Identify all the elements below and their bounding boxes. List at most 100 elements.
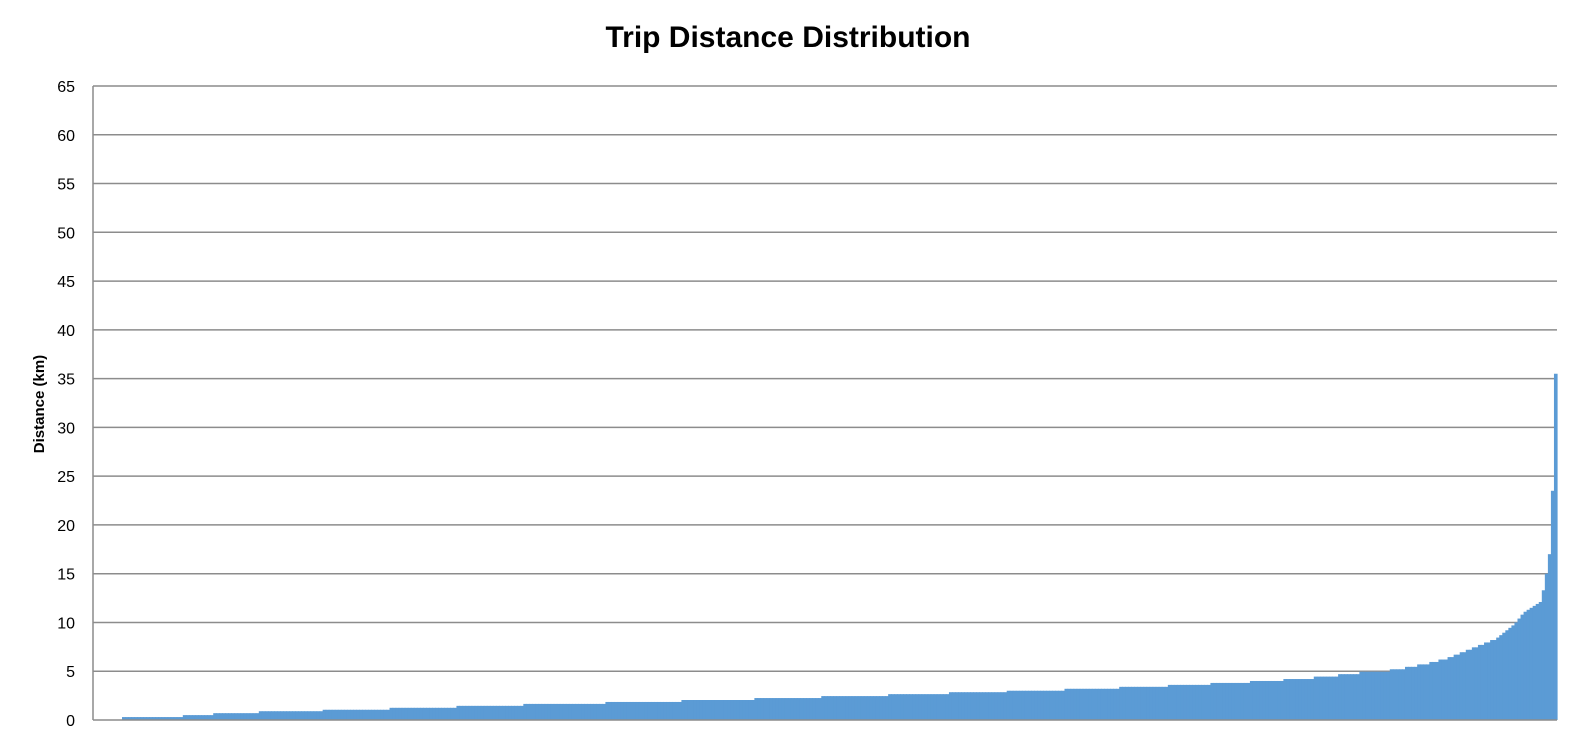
bar [401, 707, 406, 720]
bar [468, 705, 473, 720]
bar [1520, 614, 1525, 720]
bar [1219, 682, 1224, 720]
bar [687, 700, 692, 720]
bar [489, 705, 494, 720]
bar [1350, 674, 1354, 720]
bar [1216, 682, 1221, 720]
bar [1325, 676, 1330, 720]
bar [1222, 682, 1227, 720]
bar [1532, 605, 1537, 720]
bar [1018, 690, 1023, 720]
bar [316, 711, 321, 720]
bar [1234, 682, 1239, 720]
bar [1368, 671, 1373, 720]
bar [1076, 688, 1081, 720]
bar [523, 703, 527, 720]
bar [842, 696, 847, 720]
bar [778, 698, 783, 720]
bar [1307, 679, 1312, 720]
bar [647, 701, 652, 720]
bar [520, 705, 524, 720]
bar [486, 705, 491, 720]
bar [1046, 690, 1050, 720]
bar [1161, 686, 1166, 720]
bar [1128, 686, 1132, 720]
bar [1496, 637, 1500, 720]
bar [806, 698, 810, 720]
bar [854, 696, 859, 720]
bar [1365, 671, 1370, 720]
bar [1268, 680, 1272, 720]
bar [395, 707, 400, 720]
bar [416, 707, 421, 720]
bar [1286, 679, 1291, 720]
bar [547, 703, 552, 720]
bar [1091, 688, 1096, 720]
bar [1480, 644, 1485, 720]
bar [407, 707, 412, 720]
y-tick-label: 15 [57, 567, 75, 584]
bar [973, 692, 977, 720]
bar [796, 698, 801, 720]
bar [359, 709, 363, 720]
bar [1423, 664, 1427, 720]
bar [739, 700, 743, 720]
bar [1338, 674, 1342, 720]
bar [1411, 666, 1415, 720]
bar [1140, 686, 1145, 720]
bar [888, 694, 892, 720]
bar [1435, 661, 1440, 720]
bar [1301, 679, 1306, 720]
bar [660, 701, 664, 720]
bar [1082, 688, 1087, 720]
bar [404, 707, 409, 720]
bar [444, 707, 448, 720]
bar [988, 692, 993, 720]
bar [599, 703, 603, 720]
bar [641, 701, 646, 720]
bar [669, 701, 673, 720]
bar [1259, 680, 1263, 720]
bar [1094, 688, 1099, 720]
bar [879, 696, 883, 720]
bar [629, 701, 634, 720]
bar [1003, 692, 1008, 720]
bar [1426, 664, 1430, 720]
bar [1462, 652, 1467, 720]
bar [532, 703, 537, 720]
bar [264, 711, 269, 720]
bar [1505, 630, 1509, 720]
bar [587, 703, 591, 720]
bar [261, 711, 266, 720]
bar [1073, 688, 1078, 720]
bar [1243, 682, 1248, 720]
bar [1474, 647, 1479, 720]
bar [766, 698, 771, 720]
bar [1456, 654, 1461, 720]
bar [495, 705, 500, 720]
bar [1298, 679, 1303, 720]
bar [982, 692, 987, 720]
bar [340, 709, 345, 720]
bar [763, 698, 768, 720]
bar [1429, 661, 1433, 720]
bar [836, 696, 841, 720]
y-axis-label: Distance (km) [31, 355, 48, 453]
bar [1374, 671, 1379, 720]
bar [723, 700, 728, 720]
bar [1170, 684, 1175, 720]
bar [1034, 690, 1038, 720]
bar [137, 717, 141, 720]
bar [824, 696, 828, 720]
bar [343, 709, 348, 720]
bar [1256, 680, 1260, 720]
bar [1292, 679, 1297, 720]
bar [1328, 676, 1333, 720]
bar [502, 705, 506, 720]
bar [1484, 642, 1488, 720]
bar [717, 700, 722, 720]
bar [553, 703, 558, 720]
bar [289, 711, 293, 720]
bar [614, 701, 619, 720]
bar [979, 692, 983, 720]
